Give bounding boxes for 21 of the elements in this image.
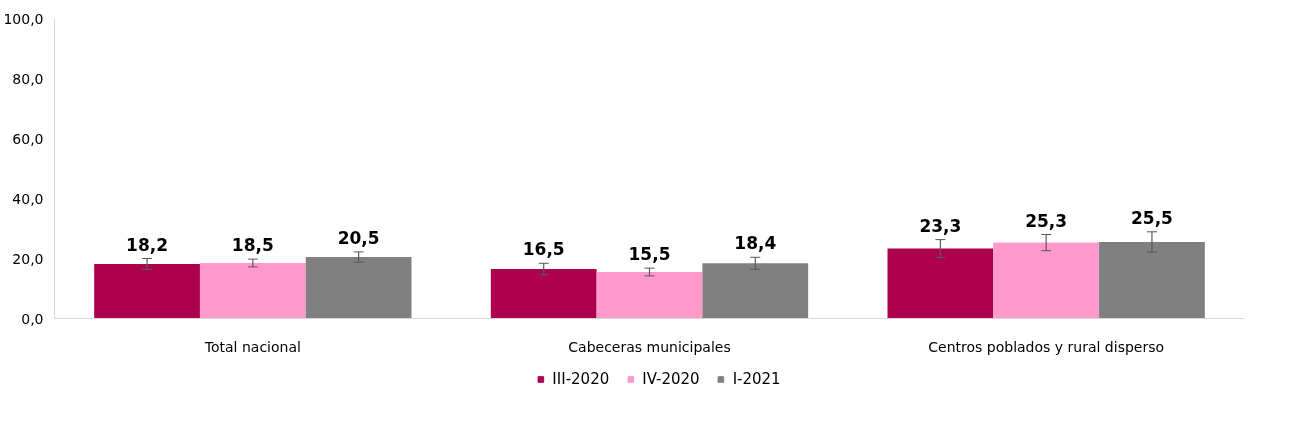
y-tick-label: 100,0: [3, 10, 44, 27]
data-label: 25,3: [1025, 210, 1068, 231]
x-tick-label: Total nacional: [203, 338, 301, 355]
legend-label: III-2020: [552, 370, 610, 388]
data-label: 18,4: [734, 233, 777, 254]
data-label: 18,2: [126, 234, 169, 255]
y-tick-label: 0,0: [21, 310, 44, 327]
x-tick-label: Centros poblados y rural disperso: [928, 338, 1165, 355]
legend-label: I-2021: [732, 370, 781, 388]
y-tick-label: 20,0: [12, 250, 44, 267]
y-tick-label: 60,0: [12, 130, 44, 147]
data-label: 15,5: [628, 244, 671, 265]
y-tick-label: 80,0: [12, 70, 44, 87]
y-tick-label: 40,0: [12, 190, 44, 207]
data-label: 25,5: [1130, 207, 1173, 228]
x-tick-label: Cabeceras municipales: [568, 338, 731, 355]
data-label: 16,5: [522, 239, 565, 260]
legend-label: IV-2020: [642, 370, 700, 388]
data-label: 23,3: [919, 215, 962, 236]
data-label: 18,5: [231, 235, 274, 256]
data-label: 20,5: [337, 227, 380, 248]
